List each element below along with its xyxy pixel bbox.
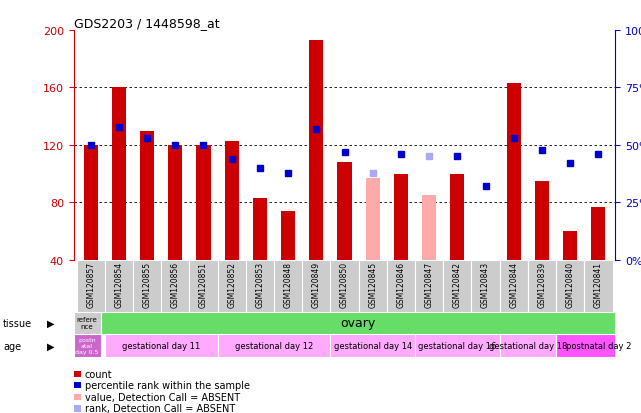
Text: GSM120856: GSM120856 (171, 262, 179, 308)
Bar (387, 260, 415, 312)
Bar (104, 260, 133, 312)
Text: refere
nce: refere nce (77, 317, 97, 330)
Text: gestational day 16: gestational day 16 (418, 342, 497, 350)
Bar (585, 260, 613, 312)
Text: GSM120851: GSM120851 (199, 262, 208, 308)
Text: postn
atal
day 0.5: postn atal day 0.5 (76, 337, 99, 354)
Bar (507, 84, 521, 260)
Text: GSM120839: GSM120839 (538, 262, 547, 308)
Bar (556, 260, 585, 312)
Bar (309, 41, 323, 260)
Bar (224, 141, 238, 260)
Bar (422, 196, 437, 260)
Text: GSM120847: GSM120847 (425, 262, 434, 308)
Text: gestational day 12: gestational day 12 (235, 342, 313, 350)
Bar (556, 335, 641, 357)
Bar (528, 260, 556, 312)
Bar (330, 260, 359, 312)
Text: GSM120855: GSM120855 (142, 262, 151, 308)
Text: GSM120846: GSM120846 (397, 262, 406, 308)
Text: gestational day 11: gestational day 11 (122, 342, 200, 350)
Text: GSM120840: GSM120840 (566, 262, 575, 308)
Bar (83, 145, 97, 260)
Text: value, Detection Call = ABSENT: value, Detection Call = ABSENT (85, 392, 240, 402)
Bar (217, 335, 330, 357)
Text: GSM120852: GSM120852 (227, 262, 236, 308)
Text: postnatal day 2: postnatal day 2 (566, 342, 631, 350)
Text: ▶: ▶ (47, 341, 54, 351)
Text: GSM120848: GSM120848 (283, 262, 292, 308)
Bar (217, 260, 246, 312)
Bar (274, 260, 302, 312)
Bar (281, 211, 295, 260)
Text: GSM120845: GSM120845 (368, 262, 378, 308)
Bar (359, 260, 387, 312)
Bar (337, 163, 352, 260)
Text: GSM120850: GSM120850 (340, 262, 349, 308)
Text: tissue: tissue (3, 318, 32, 328)
Text: rank, Detection Call = ABSENT: rank, Detection Call = ABSENT (85, 404, 235, 413)
Bar (444, 260, 472, 312)
Bar (104, 335, 217, 357)
Bar (394, 174, 408, 260)
Bar (189, 260, 217, 312)
Text: GDS2203 / 1448598_at: GDS2203 / 1448598_at (74, 17, 219, 30)
Bar (366, 178, 380, 260)
Bar (500, 260, 528, 312)
Bar (74, 335, 101, 357)
Text: gestational day 14: gestational day 14 (333, 342, 412, 350)
Text: GSM120844: GSM120844 (510, 262, 519, 308)
Bar (246, 260, 274, 312)
Text: percentile rank within the sample: percentile rank within the sample (85, 380, 249, 390)
Text: GSM120853: GSM120853 (255, 262, 264, 308)
Bar (415, 335, 500, 357)
Bar (112, 88, 126, 260)
Bar (451, 174, 465, 260)
Bar (472, 260, 500, 312)
Bar (563, 232, 578, 260)
Bar (415, 260, 444, 312)
Bar (168, 145, 182, 260)
Text: ovary: ovary (340, 317, 376, 330)
Text: GSM120854: GSM120854 (114, 262, 123, 308)
Bar (196, 145, 210, 260)
Text: count: count (85, 369, 112, 379)
Text: ▶: ▶ (47, 318, 54, 328)
Bar (535, 181, 549, 260)
Text: gestational day 18: gestational day 18 (488, 342, 567, 350)
Text: age: age (3, 341, 21, 351)
Text: GSM120849: GSM120849 (312, 262, 321, 308)
Bar (161, 260, 189, 312)
Bar (74, 312, 101, 335)
Text: GSM120842: GSM120842 (453, 262, 462, 308)
Text: GSM120857: GSM120857 (86, 262, 95, 308)
Bar (140, 131, 154, 260)
Bar (500, 335, 556, 357)
Bar (133, 260, 161, 312)
Bar (302, 260, 330, 312)
Bar (330, 335, 415, 357)
Bar (592, 207, 606, 260)
Text: GSM120843: GSM120843 (481, 262, 490, 308)
Text: GSM120841: GSM120841 (594, 262, 603, 308)
Bar (76, 260, 104, 312)
Bar (253, 199, 267, 260)
